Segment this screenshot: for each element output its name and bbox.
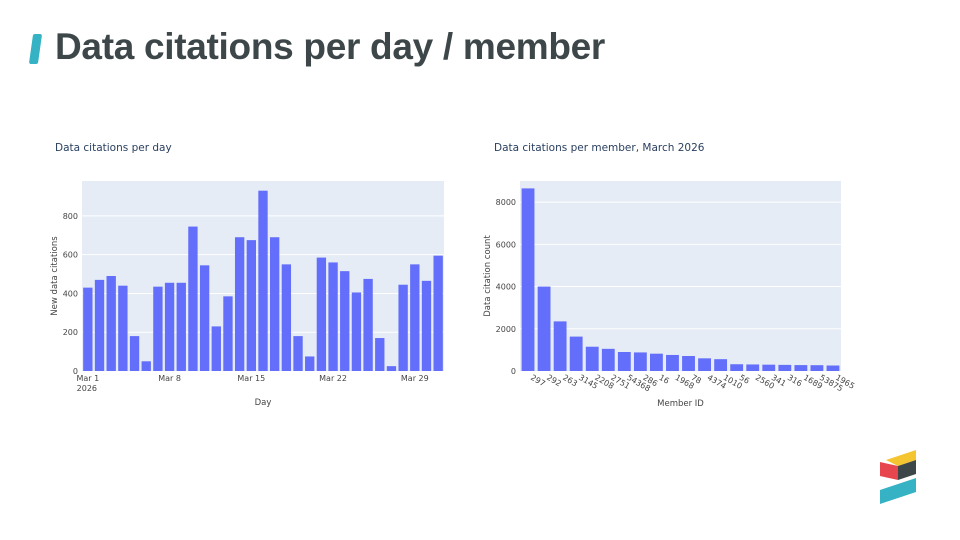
bar-286 xyxy=(633,352,647,371)
bar-1968 xyxy=(666,354,679,371)
bar-mar-3 xyxy=(106,276,116,371)
crossref-logo-icon xyxy=(880,450,916,504)
bar-2560 xyxy=(746,364,760,371)
bar-mar-28 xyxy=(398,284,408,371)
x-tick-label: Mar 1 xyxy=(76,374,99,383)
bar-56 xyxy=(730,364,744,371)
bar-53875 xyxy=(810,365,824,371)
logo-teal-shape xyxy=(880,478,916,504)
y-tick-label: 8000 xyxy=(496,198,516,207)
x-tick-label: Mar 8 xyxy=(158,374,181,383)
y-tick-label: 2000 xyxy=(496,325,516,334)
chart-citations-per-day: Data citations per day 0 200 400 600 800 Mar 1… xyxy=(40,130,444,420)
bar-mar-17 xyxy=(270,237,280,371)
x-tick-sublabel: 2026 xyxy=(77,384,97,393)
bar-316 xyxy=(778,364,792,371)
bar-mar-14 xyxy=(234,237,245,371)
y-tick-label: 400 xyxy=(63,289,78,298)
bar-mar-6 xyxy=(141,361,151,371)
bar-54368 xyxy=(617,352,631,371)
x-tick-label: 263 xyxy=(561,373,579,388)
bar-mar-5 xyxy=(129,336,140,371)
bar-mar-1 xyxy=(83,287,93,371)
x-tick-label: 297 xyxy=(529,373,547,388)
bar-mar-31 xyxy=(433,255,443,371)
title-accent-bar xyxy=(28,34,43,64)
bar-mar-2 xyxy=(94,279,105,371)
bar-mar-12 xyxy=(211,326,221,371)
bar-mar-13 xyxy=(223,296,233,371)
y-tick-label: 800 xyxy=(63,212,78,221)
x-tick-label: 316 xyxy=(786,373,804,388)
y-tick-label: 600 xyxy=(63,251,78,260)
y-tick-label: 0 xyxy=(73,367,78,376)
bar-16 xyxy=(650,353,663,371)
logo-red-shape xyxy=(880,462,898,480)
bar-mar-18 xyxy=(281,264,292,371)
bar-mar-23 xyxy=(340,271,350,371)
bar-4374 xyxy=(698,358,711,371)
y-axis-title: Data citation count xyxy=(483,235,493,317)
x-tick-label: Mar 15 xyxy=(237,374,265,383)
logo-dark-shape xyxy=(898,460,916,480)
bar-mar-16 xyxy=(258,190,268,371)
y-axis-title: New data citations xyxy=(50,236,60,316)
bar-mar-20 xyxy=(305,356,315,371)
chart-title: Data citations per day xyxy=(55,142,172,154)
bar-mar-19 xyxy=(293,336,303,371)
bar-292 xyxy=(537,286,551,371)
bar-mar-27 xyxy=(386,366,397,371)
y-tick-label: 4000 xyxy=(496,283,516,292)
x-tick-label: 56 xyxy=(738,373,751,386)
x-tick-label: Mar 22 xyxy=(319,374,347,383)
bar-mar-10 xyxy=(188,226,198,371)
bar-mar-26 xyxy=(375,338,385,371)
bar-mar-7 xyxy=(153,286,163,371)
bar-mar-15 xyxy=(246,240,256,371)
bar-mar-29 xyxy=(410,264,420,371)
bar-297 xyxy=(521,188,535,371)
x-tick-label: Mar 29 xyxy=(401,374,429,383)
bar-78 xyxy=(682,356,695,371)
chart-citations-per-member: Data citations per member, March 2026 0 20… xyxy=(478,130,858,420)
page-title: Data citations per day / member xyxy=(55,26,606,67)
bar-mar-25 xyxy=(363,278,373,371)
bar-mar-11 xyxy=(199,265,210,371)
chart-citations-per-day-svg: Data citations per day 0 200 400 600 800 Mar 1… xyxy=(50,142,444,408)
bar-2751 xyxy=(601,348,615,371)
bar-mar-9 xyxy=(176,282,186,371)
bar-263 xyxy=(553,321,567,371)
bar-mar-30 xyxy=(421,280,432,371)
bar-2208 xyxy=(585,346,599,371)
plot-area xyxy=(520,181,841,371)
x-axis-title: Day xyxy=(255,398,272,408)
bar-mar-21 xyxy=(316,257,327,371)
y-tick-label: 6000 xyxy=(496,240,516,249)
x-tick-label: 292 xyxy=(545,373,563,388)
gridlines xyxy=(520,201,841,330)
bar-1010 xyxy=(714,359,728,371)
bar-mar-22 xyxy=(328,262,338,371)
bar-mar-24 xyxy=(351,292,362,371)
x-axis-title: Member ID xyxy=(657,399,704,409)
y-tick-label: 0 xyxy=(511,367,516,376)
bar-1689 xyxy=(794,365,808,371)
bar-mar-4 xyxy=(118,285,128,371)
chart-citations-per-member-svg: Data citations per member, March 2026 0 20… xyxy=(483,142,856,409)
logo-yellow-shape xyxy=(886,450,916,466)
x-tick-label: 16 xyxy=(657,373,670,386)
chart-title: Data citations per member, March 2026 xyxy=(494,142,705,154)
y-tick-label: 200 xyxy=(63,328,78,337)
bar-1965 xyxy=(826,365,840,371)
bar-341 xyxy=(762,364,776,371)
bar-mar-8 xyxy=(164,282,175,371)
bar-3145 xyxy=(569,336,583,371)
x-tick-label: 78 xyxy=(690,373,703,386)
